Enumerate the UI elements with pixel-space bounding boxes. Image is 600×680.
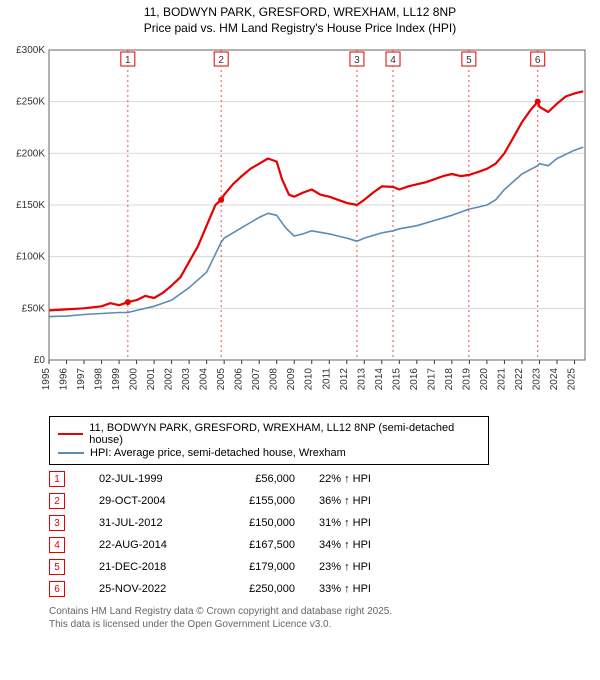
sale-pct: 31% ↑ HPI [319, 517, 439, 529]
chart-container: 11, BODWYN PARK, GRESFORD, WREXHAM, LL12… [0, 0, 600, 680]
table-row: 2 29-OCT-2004£155,00036% ↑ HPI [49, 493, 595, 509]
legend-label: HPI: Average price, semi-detached house,… [90, 447, 346, 459]
sale-pct: 34% ↑ HPI [319, 539, 439, 551]
legend-swatch [58, 433, 83, 435]
svg-text:2017: 2017 [426, 368, 437, 391]
svg-text:2011: 2011 [321, 368, 332, 390]
svg-text:2009: 2009 [286, 368, 297, 391]
svg-text:2025: 2025 [566, 368, 577, 391]
sale-price: £167,500 [219, 539, 319, 551]
svg-text:1997: 1997 [76, 368, 87, 391]
legend-swatch [58, 452, 84, 454]
svg-text:2007: 2007 [251, 368, 262, 391]
sale-date: 29-OCT-2004 [99, 495, 219, 507]
title-line-2: Price paid vs. HM Land Registry's House … [5, 21, 595, 37]
legend-row: HPI: Average price, semi-detached house,… [58, 447, 480, 459]
svg-text:£50K: £50K [22, 304, 46, 315]
sale-marker: 6 [49, 581, 65, 597]
svg-text:2001: 2001 [146, 368, 157, 391]
sale-marker: 2 [49, 493, 65, 509]
svg-text:2004: 2004 [199, 368, 210, 391]
svg-text:6: 6 [535, 55, 541, 66]
sale-price: £179,000 [219, 561, 319, 573]
svg-text:2022: 2022 [514, 368, 525, 391]
table-row: 6 25-NOV-2022£250,00033% ↑ HPI [49, 581, 595, 597]
svg-text:2010: 2010 [304, 368, 315, 391]
svg-text:2003: 2003 [181, 368, 192, 391]
svg-text:£150K: £150K [16, 200, 45, 211]
svg-text:2020: 2020 [479, 368, 490, 391]
svg-text:2: 2 [218, 55, 224, 66]
chart-svg: £0 £50K £100K £150K £200K £250K £300K 1 2 3 4 5 6 199… [5, 40, 595, 410]
sale-date: 25-NOV-2022 [99, 583, 219, 595]
svg-text:2024: 2024 [549, 368, 560, 391]
svg-text:2002: 2002 [164, 368, 175, 391]
sale-pct: 22% ↑ HPI [319, 473, 439, 485]
svg-text:2012: 2012 [339, 368, 350, 391]
svg-text:2005: 2005 [216, 368, 227, 391]
svg-text:4: 4 [390, 55, 396, 66]
sale-price: £150,000 [219, 517, 319, 529]
sale-marker: 5 [49, 559, 65, 575]
svg-text:£0: £0 [34, 355, 46, 366]
sales-table: 1 02-JUL-1999£56,00022% ↑ HPI 2 29-OCT-2004… [49, 471, 595, 597]
svg-text:£250K: £250K [16, 97, 45, 108]
svg-text:£100K: £100K [16, 252, 45, 263]
svg-text:£300K: £300K [16, 45, 45, 56]
table-row: 5 21-DEC-2018£179,00023% ↑ HPI [49, 559, 595, 575]
legend-label: 11, BODWYN PARK, GRESFORD, WREXHAM, LL12… [89, 422, 480, 446]
table-row: 4 22-AUG-2014£167,50034% ↑ HPI [49, 537, 595, 553]
footer-line-2: This data is licensed under the Open Gov… [49, 618, 595, 631]
svg-text:2013: 2013 [356, 368, 367, 391]
sale-date: 02-JUL-1999 [99, 473, 219, 485]
sale-pct: 36% ↑ HPI [319, 495, 439, 507]
svg-text:1995: 1995 [41, 368, 52, 391]
svg-text:1999: 1999 [111, 368, 122, 391]
svg-text:2016: 2016 [409, 368, 420, 391]
legend-row: 11, BODWYN PARK, GRESFORD, WREXHAM, LL12… [58, 422, 480, 446]
svg-text:1998: 1998 [94, 368, 105, 391]
svg-text:2015: 2015 [391, 368, 402, 391]
title-block: 11, BODWYN PARK, GRESFORD, WREXHAM, LL12… [5, 5, 595, 36]
sale-price: £56,000 [219, 473, 319, 485]
sale-date: 21-DEC-2018 [99, 561, 219, 573]
legend: 11, BODWYN PARK, GRESFORD, WREXHAM, LL12… [49, 416, 489, 465]
chart-area: £0 £50K £100K £150K £200K £250K £300K 1 2 3 4 5 6 199… [5, 40, 595, 410]
svg-text:2008: 2008 [269, 368, 280, 391]
table-row: 3 31-JUL-2012£150,00031% ↑ HPI [49, 515, 595, 531]
sale-pct: 23% ↑ HPI [319, 561, 439, 573]
svg-text:2019: 2019 [461, 368, 472, 391]
sale-price: £155,000 [219, 495, 319, 507]
svg-text:£200K: £200K [16, 149, 45, 160]
sale-marker: 4 [49, 537, 65, 553]
footer-line-1: Contains HM Land Registry data © Crown c… [49, 605, 595, 618]
sale-pct: 33% ↑ HPI [319, 583, 439, 595]
svg-text:2000: 2000 [129, 368, 140, 391]
svg-text:2006: 2006 [234, 368, 245, 391]
footer: Contains HM Land Registry data © Crown c… [49, 605, 595, 631]
sale-marker: 1 [49, 471, 65, 487]
sale-marker: 3 [49, 515, 65, 531]
title-line-1: 11, BODWYN PARK, GRESFORD, WREXHAM, LL12… [5, 5, 595, 21]
svg-text:2021: 2021 [496, 368, 507, 391]
sale-price: £250,000 [219, 583, 319, 595]
svg-text:5: 5 [466, 55, 472, 66]
svg-text:2014: 2014 [374, 368, 385, 391]
sale-date: 31-JUL-2012 [99, 517, 219, 529]
svg-text:2023: 2023 [531, 368, 542, 391]
svg-text:1: 1 [125, 55, 131, 66]
sale-date: 22-AUG-2014 [99, 539, 219, 551]
table-row: 1 02-JUL-1999£56,00022% ↑ HPI [49, 471, 595, 487]
svg-text:1996: 1996 [59, 368, 70, 391]
svg-text:3: 3 [354, 55, 360, 66]
svg-text:2018: 2018 [444, 368, 455, 391]
